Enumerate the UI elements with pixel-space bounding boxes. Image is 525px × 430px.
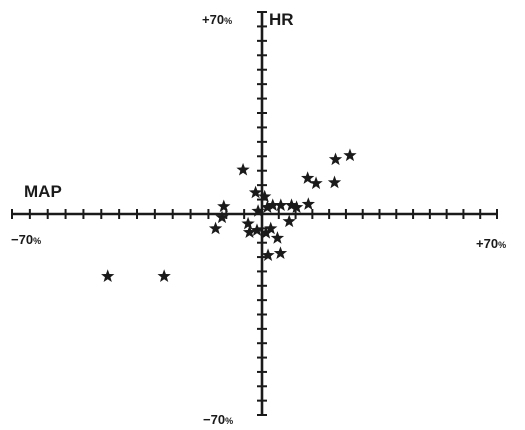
data-point-star	[258, 189, 272, 203]
data-point-star	[236, 162, 250, 176]
data-point-star	[157, 269, 171, 282]
data-point-star	[250, 223, 264, 237]
data-point-star	[328, 152, 343, 166]
data-point-star	[284, 198, 299, 212]
data-point-star	[264, 221, 278, 235]
data-point-star	[282, 214, 296, 228]
data-point-star	[242, 225, 257, 239]
data-point-star	[251, 204, 265, 217]
data-point-star	[215, 210, 229, 224]
data-point-star	[301, 197, 315, 210]
data-points	[101, 148, 357, 282]
data-point-star	[260, 200, 275, 214]
x-min-tick-label: −70%	[11, 232, 41, 247]
data-point-star	[101, 269, 115, 282]
data-point-star	[241, 216, 255, 230]
data-point-star	[301, 171, 315, 184]
data-point-star	[217, 199, 231, 213]
data-point-star	[273, 246, 288, 259]
data-point-star	[289, 200, 304, 214]
data-point-star	[259, 225, 273, 239]
data-point-star	[248, 185, 263, 199]
x-axis-label: MAP	[24, 182, 62, 201]
data-point-star	[261, 248, 275, 262]
axes	[11, 11, 498, 416]
data-point-star	[266, 198, 280, 212]
x-max-tick-label: +70%	[476, 236, 506, 251]
data-point-star	[309, 176, 323, 190]
data-point-star	[208, 221, 223, 235]
y-min-tick-label: −70%	[203, 412, 233, 427]
data-point-star	[327, 175, 342, 189]
data-point-star	[270, 231, 285, 244]
y-axis-label: HR	[269, 10, 294, 29]
y-max-tick-label: +70%	[202, 12, 232, 27]
data-point-star	[274, 198, 288, 212]
data-point-star	[343, 148, 357, 162]
